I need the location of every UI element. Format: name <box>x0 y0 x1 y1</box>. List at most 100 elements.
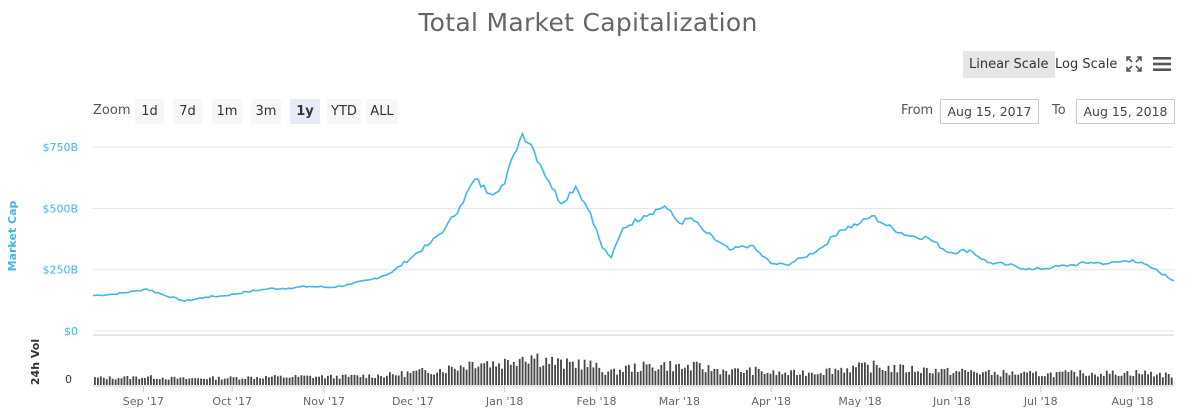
x-tick-label: Jan '18 <box>485 395 523 408</box>
volume-bar <box>1094 374 1096 385</box>
volume-bar <box>97 377 99 385</box>
volume-bar <box>1005 372 1008 385</box>
volume-bar <box>486 361 489 385</box>
volume-bar <box>1150 371 1152 385</box>
volume-bar <box>294 375 297 385</box>
volume-bar <box>672 371 674 385</box>
volume-bar <box>1049 372 1052 385</box>
volume-bar <box>1032 372 1034 385</box>
zoom-3m-button[interactable]: 3m <box>251 99 281 124</box>
volume-bar <box>1117 376 1120 385</box>
volume-bar <box>356 375 359 385</box>
volume-bar <box>855 367 857 385</box>
volume-bar <box>1082 373 1085 385</box>
volume-bar <box>539 366 542 385</box>
volume-bar <box>669 360 672 385</box>
volume-bar <box>362 374 365 385</box>
volume-bar <box>958 371 961 385</box>
volume-bar <box>1008 375 1011 385</box>
volume-bar <box>471 362 474 385</box>
volume-bar <box>105 379 108 385</box>
volume-bar <box>226 378 229 385</box>
volume-bar <box>769 373 772 385</box>
volume-bar <box>1159 372 1161 385</box>
volume-bar <box>365 378 368 385</box>
zoom-7d-button[interactable]: 7d <box>173 99 202 124</box>
volume-bar <box>887 365 890 385</box>
volume-bar <box>459 365 462 385</box>
volume-bar <box>1073 371 1076 385</box>
volume-bar <box>772 370 775 385</box>
x-tick-label: Apr '18 <box>751 395 791 408</box>
volume-bar <box>1067 372 1070 385</box>
volume-bar <box>1153 376 1155 385</box>
volume-bar <box>374 377 376 385</box>
volume-bar <box>436 372 438 385</box>
from-date-input[interactable]: Aug 15, 2017 <box>940 99 1039 124</box>
volume-bar <box>456 370 459 385</box>
volume-bar <box>1064 370 1067 385</box>
volume-bar <box>350 374 353 385</box>
volume-bar <box>805 375 807 385</box>
zoom-1y-button[interactable]: 1y <box>290 99 320 124</box>
volume-bar <box>999 376 1002 385</box>
volume-bar <box>259 378 261 385</box>
zoom-1d-button[interactable]: 1d <box>135 99 164 124</box>
zoom-1m-button[interactable]: 1m <box>212 99 242 124</box>
volume-bar <box>501 368 503 385</box>
volume-bar <box>760 371 763 385</box>
volume-bar <box>946 367 949 385</box>
x-tick-label: Feb '18 <box>576 395 616 408</box>
volume-bar <box>905 372 908 385</box>
to-date-input[interactable]: Aug 15, 2018 <box>1076 99 1175 124</box>
volume-bar <box>279 375 282 385</box>
volume-bar <box>970 370 972 385</box>
volume-bar <box>633 363 636 385</box>
volume-bar <box>982 372 984 385</box>
log-scale-button[interactable]: Log Scale <box>1055 57 1118 72</box>
volume-bar <box>477 366 480 385</box>
volume-bar <box>1002 370 1005 385</box>
volume-bar <box>660 364 663 385</box>
zoom-all-button[interactable]: ALL <box>366 99 398 124</box>
fullscreen-icon[interactable] <box>1125 55 1143 73</box>
hamburger-menu-icon[interactable] <box>1152 55 1172 73</box>
volume-bar <box>625 365 627 385</box>
volume-bar <box>893 365 896 385</box>
x-tick-label: Aug '18 <box>1112 395 1154 408</box>
zoom-ytd-button[interactable]: YTD <box>327 99 361 124</box>
volume-bar <box>1061 371 1064 385</box>
volume-bar <box>1108 373 1111 385</box>
volume-bar <box>937 372 940 385</box>
volume-bar <box>250 376 253 385</box>
x-tick-label: Jul '18 <box>1023 395 1058 408</box>
volume-bar <box>1141 374 1144 385</box>
volume-bar <box>563 368 565 385</box>
volume-bar <box>722 369 725 385</box>
volume-bar <box>406 371 409 385</box>
volume-bar <box>1138 373 1141 385</box>
volume-bar <box>380 376 382 385</box>
volume-bar <box>846 368 849 385</box>
volume-bar <box>147 376 149 385</box>
volume-bar <box>993 371 996 385</box>
volume-bar <box>964 370 967 385</box>
y-tick-label: $750B <box>42 141 78 154</box>
volume-bar <box>675 364 677 385</box>
volume-bar <box>890 371 893 385</box>
volume-bar <box>530 355 533 385</box>
volume-bar <box>309 375 312 385</box>
volume-bar <box>524 361 527 385</box>
volume-bar <box>577 359 580 385</box>
volume-bar <box>1011 371 1014 385</box>
volume-bar <box>158 379 161 385</box>
volume-bar <box>557 358 559 385</box>
volume-bar <box>312 378 315 385</box>
chart-title: Total Market Capitalization <box>418 8 758 37</box>
volume-bar <box>840 367 843 385</box>
volume-bar <box>819 373 822 385</box>
linear-scale-button[interactable]: Linear Scale <box>963 51 1055 78</box>
volume-bar <box>607 371 610 385</box>
volume-bar <box>344 374 347 385</box>
